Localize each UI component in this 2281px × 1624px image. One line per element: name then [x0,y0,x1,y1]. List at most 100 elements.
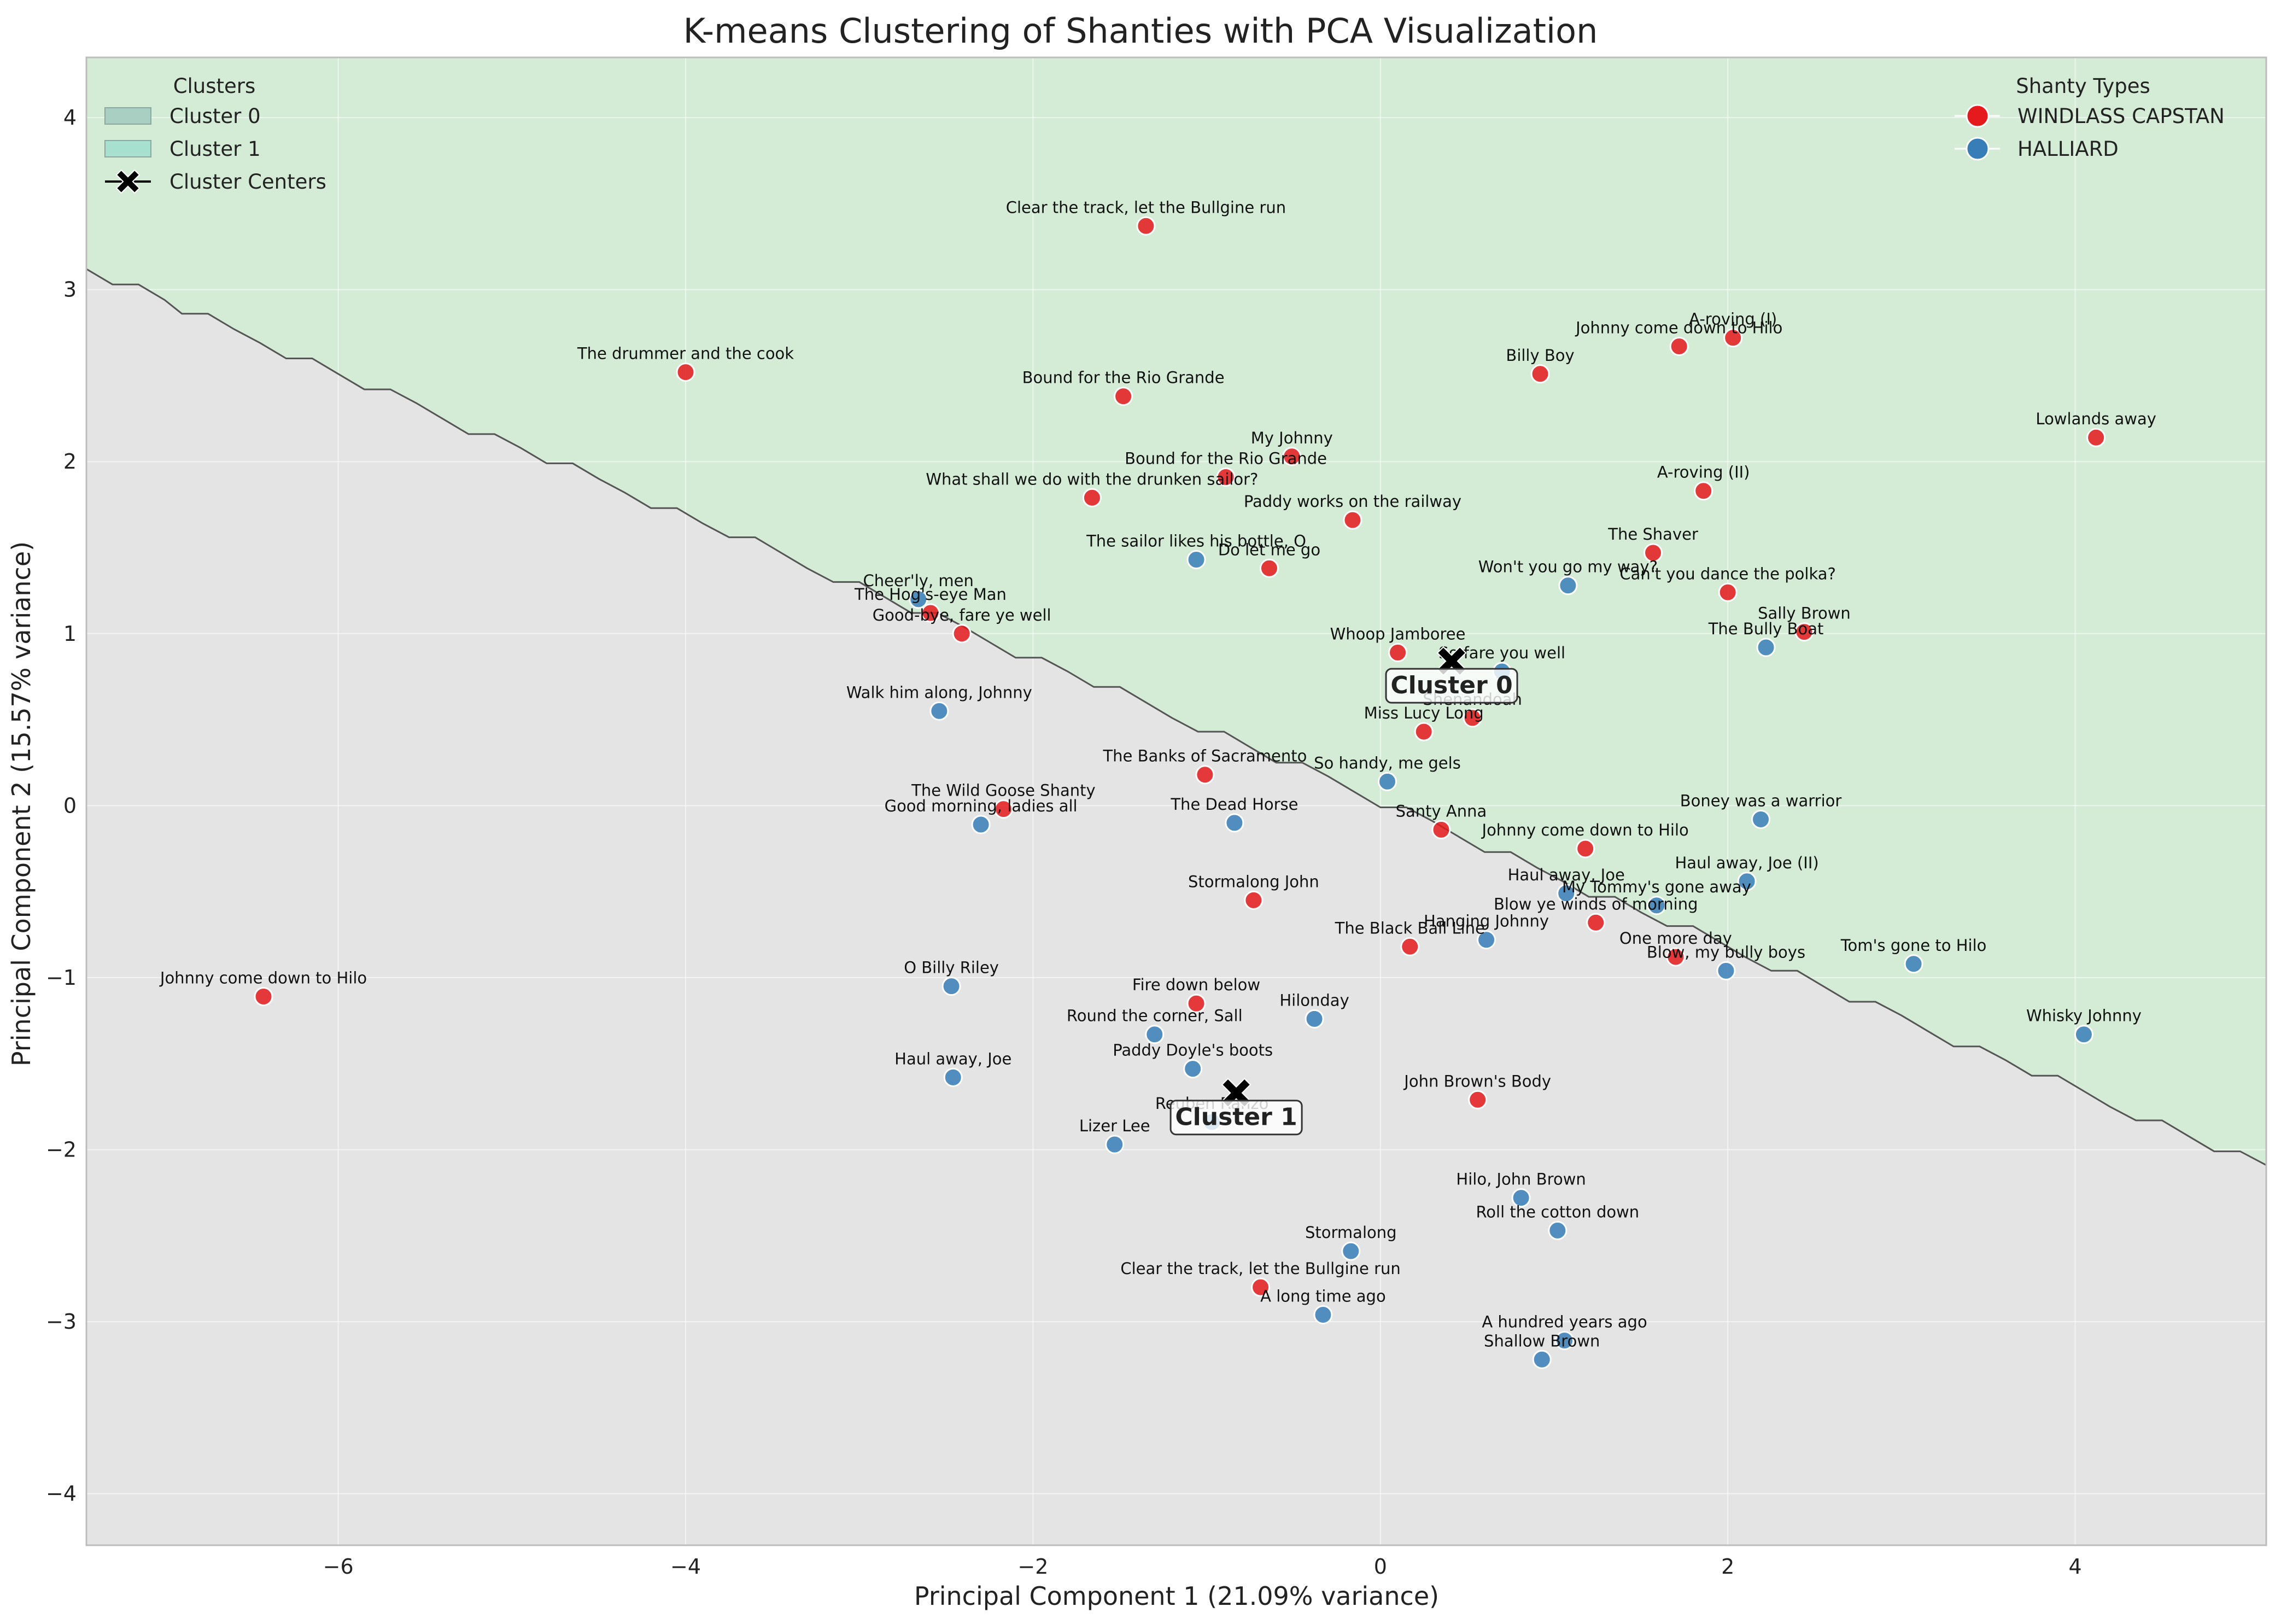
point-label: Johnny come down to Hilo [1575,318,1782,337]
data-point[interactable] [1477,930,1496,950]
point-label: Blow ye winds of morning [1494,895,1698,913]
data-point[interactable] [1737,872,1757,891]
data-point[interactable] [1644,543,1663,563]
data-point[interactable] [676,363,695,382]
data-point[interactable] [1647,896,1666,915]
y-tick-label: −1 [46,966,77,990]
data-point[interactable] [1145,1025,1165,1044]
data-point[interactable] [1105,1135,1125,1154]
point-label: The Shaver [1607,525,1698,544]
x-tick-label: 4 [2068,1555,2081,1579]
point-label: Hilonday [1279,991,1349,1009]
data-point[interactable] [1530,364,1550,384]
data-point[interactable] [929,701,949,721]
point-label: Miss Lucy Long [1364,704,1484,722]
data-point[interactable] [1244,890,1264,910]
point-label: Tom's gone to Hilo [1840,936,1987,955]
data-point[interactable] [1558,576,1578,595]
data-point[interactable] [1186,994,1206,1013]
legend-types-title: Shanty Types [2016,74,2150,98]
data-point[interactable] [1468,1090,1488,1109]
data-point[interactable] [1195,765,1215,785]
data-point[interactable] [952,624,972,644]
data-point[interactable] [1511,1188,1531,1208]
point-label: The sailor likes his bottle, O [1086,532,1306,551]
data-point[interactable] [1669,336,1689,356]
data-point[interactable] [1694,481,1713,501]
data-point[interactable] [1216,468,1236,487]
data-point[interactable] [1183,1059,1203,1079]
data-point[interactable] [909,589,928,609]
grid [86,57,2266,1545]
data-point[interactable] [1904,954,1923,974]
data-point[interactable] [1259,558,1279,578]
legend-cluster-label: Cluster Centers [169,170,326,194]
data-point[interactable] [2086,428,2106,447]
point-label: The Bully Boat [1708,620,1824,638]
data-points [254,216,2106,1369]
data-point[interactable] [1666,947,1686,967]
data-point[interactable] [2074,1025,2093,1044]
data-point[interactable] [1794,622,1814,642]
data-point[interactable] [1400,937,1420,956]
data-point[interactable] [1557,884,1576,903]
data-point[interactable] [921,603,940,623]
point-label: What shall we do with the drunken sailor… [926,470,1258,488]
point-label: Won't you go my way? [1478,558,1658,576]
point-label: A-roving (I) [1689,310,1777,329]
data-point[interactable] [1251,1277,1271,1297]
data-point[interactable] [1225,813,1244,833]
point-label: The Dead Horse [1170,795,1298,814]
data-point[interactable] [1114,387,1133,406]
data-point[interactable] [1723,328,1743,348]
point-label: So handy, me gels [1314,753,1461,772]
plot-frame [85,56,2267,1546]
data-point[interactable] [1751,810,1771,829]
data-point[interactable] [1305,1009,1324,1029]
data-point[interactable] [1431,820,1451,839]
x-axis-label: Principal Component 1 (21.09% variance) [914,1581,1439,1611]
data-point[interactable] [1716,961,1736,980]
data-point[interactable] [1341,1241,1361,1261]
data-point[interactable] [1586,913,1606,932]
data-point[interactable] [1343,510,1362,530]
data-point[interactable] [1388,642,1408,662]
data-point[interactable] [1282,447,1302,466]
point-label: One more day [1619,929,1732,948]
data-point[interactable] [1463,708,1482,728]
data-point[interactable] [254,987,273,1007]
point-label: Walk him along, Johnny [846,683,1032,702]
point-label: Can't you dance the polka? [1619,564,1836,583]
legend-cluster-patch [104,107,151,125]
point-label: Paddy Doyle's boots [1113,1041,1273,1060]
data-point[interactable] [1414,722,1434,741]
data-point[interactable] [971,815,991,834]
x-tick-label: −2 [1017,1555,1048,1579]
point-label: The drummer and the cook [577,344,794,363]
data-point[interactable] [1377,772,1397,791]
data-point[interactable] [1136,216,1156,236]
data-point[interactable] [1313,1305,1333,1324]
data-point[interactable] [1548,1220,1568,1240]
data-point[interactable] [941,977,961,996]
point-label: Johnny come down to Hilo [159,969,367,988]
cluster-center: Cluster 0 [1385,646,1518,704]
point-label: John Brown's Body [1403,1072,1551,1090]
data-point[interactable] [943,1067,963,1087]
data-point[interactable] [1718,582,1738,602]
data-point[interactable] [1532,1350,1552,1369]
point-label: The Black Ball Line [1335,919,1485,937]
point-label: Billy Boy [1506,346,1574,365]
data-point[interactable] [1576,839,1595,858]
point-label: My Johnny [1251,429,1333,447]
data-point[interactable] [1082,488,1102,507]
cluster-center: Cluster 1 [1169,1078,1303,1136]
point-label: Lowlands away [2036,410,2156,428]
y-tick-label: 3 [63,278,77,302]
data-point[interactable] [1756,638,1776,657]
point-label: A long time ago [1260,1287,1386,1305]
data-point[interactable] [1186,550,1206,570]
data-point[interactable] [1555,1331,1575,1351]
data-point[interactable] [993,799,1013,819]
point-label: Fire down below [1132,975,1260,994]
